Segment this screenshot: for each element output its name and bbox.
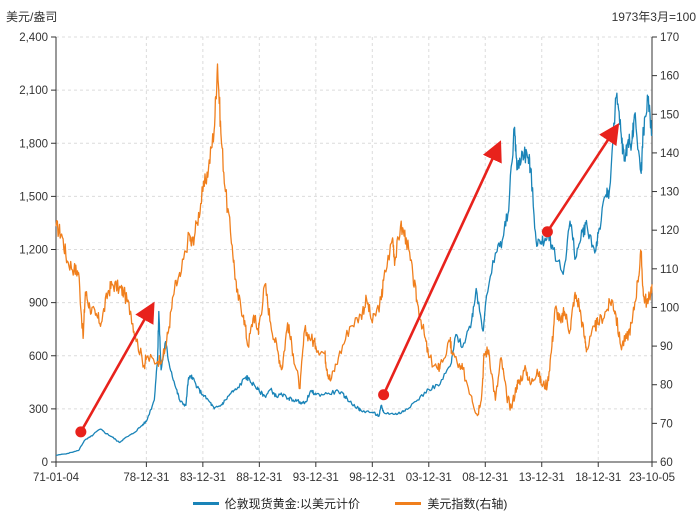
annotations	[75, 122, 620, 438]
x-tick-label: 23-10-05	[629, 472, 675, 484]
left-axis-unit: 美元/盎司	[6, 10, 58, 24]
y-right-tick-label: 130	[660, 187, 679, 199]
legend: 伦敦现货黄金:以美元计价 美元指数(右轴)	[0, 494, 700, 512]
legend-label-dollar: 美元指数(右轴)	[427, 497, 508, 511]
x-tick-label: 08-12-31	[462, 472, 508, 484]
trend-arrow-start-dot	[378, 389, 390, 401]
y-right-tick-label: 150	[660, 109, 679, 121]
legend-label-gold: 伦敦现货黄金:以美元计价	[224, 497, 360, 511]
x-tick-label: 78-12-31	[123, 472, 169, 484]
trend-arrow	[382, 140, 502, 396]
y-left-tick-label: 900	[29, 298, 48, 310]
grid-lines	[55, 36, 653, 463]
legend-item-gold: 伦敦现货黄金:以美元计价	[192, 495, 360, 512]
y-left-tick-label: 1,800	[19, 138, 48, 150]
y-left-tick-label: 600	[29, 351, 48, 363]
y-right-tick-label: 70	[660, 418, 673, 430]
y-left-tick-label: 0	[42, 457, 48, 469]
trend-arrow	[79, 301, 155, 433]
x-tick-label: 03-12-31	[406, 472, 452, 484]
y-right-tick-label: 80	[660, 380, 673, 392]
x-tick-label: 13-12-31	[519, 472, 565, 484]
y-left-tick-label: 300	[29, 404, 48, 416]
y-left-tick-label: 2,400	[19, 32, 48, 44]
x-tick-label: 83-12-31	[180, 472, 226, 484]
x-tick-label: 88-12-31	[236, 472, 282, 484]
x-tick-label: 71-01-04	[33, 472, 80, 484]
y-right-tick-label: 110	[660, 264, 678, 276]
y-right-tick-label: 140	[660, 148, 679, 160]
y-right-tick-label: 90	[660, 341, 673, 353]
x-tick-label: 18-12-31	[575, 472, 621, 484]
y-left-tick-label: 1,200	[19, 245, 48, 257]
series-lines	[55, 63, 653, 456]
y-right-tick-label: 100	[660, 302, 679, 314]
y-right-tick-label: 160	[660, 71, 679, 83]
trend-arrow-start-dot	[541, 226, 553, 238]
dollar-index-line	[55, 63, 653, 417]
x-tick-label: 98-12-31	[349, 472, 395, 484]
y-right-tick-label: 60	[660, 457, 673, 469]
x-tick-label: 93-12-31	[293, 472, 339, 484]
trend-arrow	[546, 122, 620, 233]
y-left-tick-label: 2,100	[19, 85, 48, 97]
gold-price-line	[55, 92, 653, 456]
y-right-tick-label: 170	[660, 32, 679, 44]
axes: 0 300 600 900 1,200 1,500 1,800 2,100 2,400 60 70 8…	[19, 32, 679, 484]
y-left-tick-label: 1,500	[19, 191, 48, 203]
legend-swatch-dollar	[395, 502, 422, 505]
y-right-tick-label: 120	[660, 225, 679, 237]
trend-arrow-start-dot	[75, 426, 87, 438]
legend-item-dollar: 美元指数(右轴)	[395, 495, 507, 512]
right-axis-unit: 1973年3月=100	[611, 10, 696, 24]
legend-swatch-gold	[192, 502, 219, 505]
